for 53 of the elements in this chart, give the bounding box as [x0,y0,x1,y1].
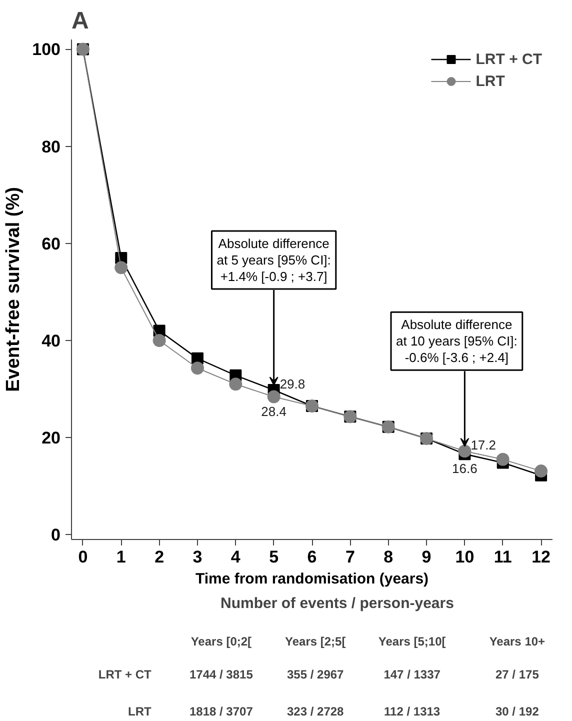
point [190,362,204,375]
x-tick-label: 5 [269,548,279,566]
category-label: Years [2;5[ [285,634,346,648]
category-label: Years [0;2[ [190,634,252,648]
x-tick-label: 3 [192,548,202,566]
text: 147 / 1337 [384,668,441,682]
x-tick-label: 0 [78,548,88,566]
y-tick-label: 0 [51,526,61,545]
data-label: 17.2 [470,438,496,453]
y-tick-label: 80 [42,137,61,156]
x-tick-label: 7 [345,548,355,566]
text: 323 / 2728 [287,704,344,718]
point [114,261,128,274]
x-tick-label: 2 [154,548,164,566]
point [458,444,472,458]
x-tick-label: 8 [384,548,394,566]
text: 1744 / 3815 [189,668,254,682]
category-label: LRT + CT [98,668,152,682]
point [229,378,242,391]
text: Number of events / person-years [220,595,454,612]
y-tick-label: 100 [32,40,61,60]
text: 355 / 2967 [287,668,344,682]
point [496,452,510,466]
x-tick-label: 9 [422,548,432,566]
chart-title: A [72,8,89,34]
x-tick-label: 1 [116,548,126,566]
y-axis-title: Event-free survival (%) [3,187,24,392]
y-tick-label: 20 [42,428,61,448]
y-tick-label: 60 [42,234,61,254]
legend-label: LRT + CT [476,50,542,68]
data-label: 16.6 [452,461,478,476]
data-label: 28.4 [261,404,286,419]
category-label: LRT [128,704,152,718]
legend-label: LRT [476,72,505,90]
point [267,390,280,404]
text: 112 / 1313 [384,704,440,718]
x-tick-label: 4 [230,548,241,566]
x-tick-label: 6 [307,548,317,566]
y-tick-label: 40 [42,331,61,350]
point [534,464,548,478]
x-axis-title: Time from randomisation (years) [195,570,429,588]
annotation: Absolute difference at 5 years [95% CI]: +1.4% [-0.9 ; +3.7] [216,236,331,284]
x-tick-label: 12 [532,548,551,566]
text: 1818 / 3707 [189,704,254,718]
point [152,334,166,347]
annotation: Absolute difference at 10 years [95% CI]: -0.6% [-3.6 ; +2.4] [396,317,518,366]
x-tick-label: 11 [494,548,512,566]
x-tick-label: 10 [455,548,474,566]
category-label: Years [5;10[ [378,634,446,648]
text: 30 / 192 [495,704,540,718]
category-label: Years 10+ [489,634,546,648]
text: 27 / 175 [495,668,540,682]
data-label: 29.8 [280,376,306,392]
